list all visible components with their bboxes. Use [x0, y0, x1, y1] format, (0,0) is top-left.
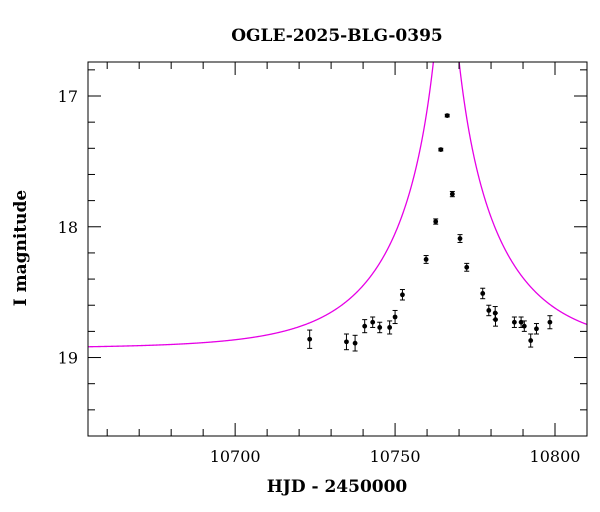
plot-frame: [87, 61, 588, 437]
data-marker: [528, 338, 534, 343]
y-axis-label: I magnitude: [11, 190, 31, 307]
data-marker: [493, 317, 498, 323]
data-point: [493, 312, 499, 327]
data-point: [438, 147, 444, 153]
data-marker: [433, 219, 439, 224]
data-marker: [521, 323, 527, 329]
x-tick-label: 10800: [530, 447, 581, 466]
data-point: [486, 304, 492, 317]
data-marker: [511, 319, 517, 325]
data-marker: [444, 113, 450, 119]
x-tick-label: 10750: [370, 447, 421, 466]
data-point: [464, 262, 470, 272]
model-curve: [88, 62, 587, 348]
y-tick-label: 17: [58, 87, 78, 106]
data-marker: [370, 319, 376, 325]
data-point: [449, 190, 455, 198]
data-point: [444, 113, 450, 119]
data-point: [533, 323, 539, 335]
y-tick-label: 18: [58, 218, 78, 237]
data-point: [343, 333, 349, 351]
data-marker: [377, 325, 383, 330]
data-point: [547, 315, 553, 330]
data-marker: [486, 308, 492, 313]
data-point: [521, 320, 527, 332]
axes: 10700 10750 10800 17 18 19: [58, 61, 588, 466]
data-point: [511, 316, 517, 328]
data-marker: [387, 325, 393, 330]
data-marker: [480, 291, 486, 296]
data-point: [423, 255, 429, 264]
chart-title: OGLE-2025-BLG-0395: [231, 26, 443, 46]
data-point: [370, 316, 376, 328]
data-marker: [423, 257, 429, 262]
data-point: [352, 334, 358, 352]
data-marker: [352, 340, 358, 346]
plot-area: [88, 62, 587, 352]
data-point: [399, 289, 405, 301]
data-marker: [449, 191, 455, 197]
data-point: [433, 218, 439, 225]
data-marker: [392, 314, 398, 320]
data-marker: [457, 236, 463, 241]
y-tick-label: 19: [58, 349, 78, 368]
data-marker: [547, 319, 553, 325]
x-tick-label: 10700: [210, 447, 261, 466]
x-axis-label: HJD - 2450000: [267, 477, 408, 497]
data-point: [480, 287, 486, 300]
data-marker: [438, 147, 444, 153]
data-point: [457, 234, 463, 243]
data-marker: [534, 326, 539, 332]
data-marker: [344, 339, 349, 345]
data-point: [362, 319, 368, 334]
data-marker: [464, 264, 470, 270]
data-marker: [307, 336, 313, 342]
data-marker: [400, 292, 405, 298]
data-marker: [362, 323, 368, 329]
data-point: [307, 329, 313, 349]
data-point: [392, 309, 398, 325]
data-point: [387, 320, 393, 335]
data-point: [377, 321, 383, 334]
data-point: [528, 333, 534, 348]
